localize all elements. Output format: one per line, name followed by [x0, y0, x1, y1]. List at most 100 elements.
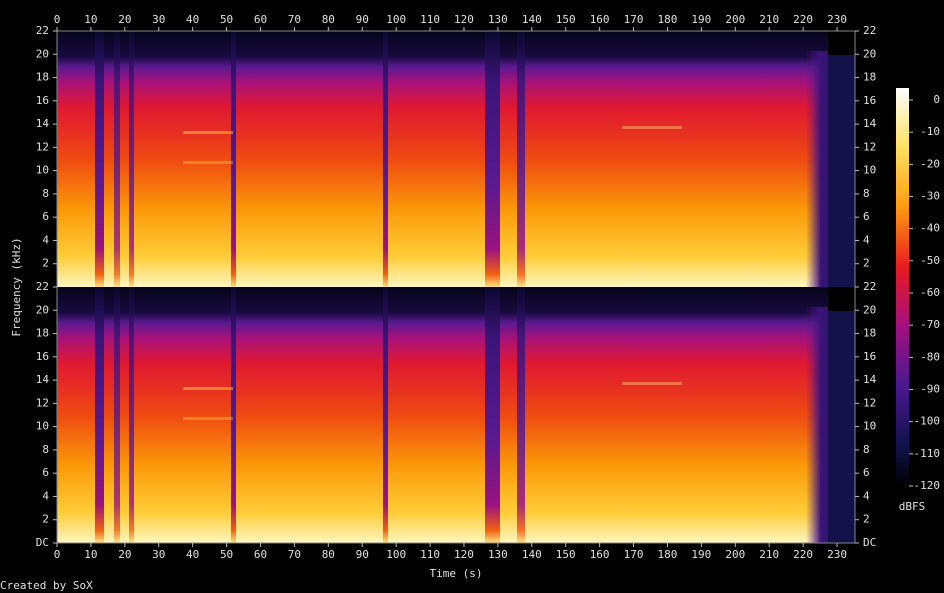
y-tick-label: 20	[36, 303, 49, 316]
y-tick-label: 14	[36, 117, 50, 130]
y-tick-label-right: 10	[863, 420, 876, 433]
y-tick-label: 6	[42, 210, 49, 223]
y-tick-label-right: 8	[863, 443, 870, 456]
y-tick-label: 18	[36, 71, 49, 84]
y-tick-label-right: 20	[863, 303, 876, 316]
x-tick-label-top: 210	[759, 13, 779, 26]
x-tick-label-top: 30	[152, 13, 165, 26]
y-tick-label: 16	[36, 350, 49, 363]
x-tick-label: 190	[691, 548, 711, 561]
y-tick-label: 8	[42, 443, 49, 456]
colorbar-tick-label: -80	[920, 350, 940, 363]
x-tick-label-top: 190	[691, 13, 711, 26]
x-tick-label: 150	[556, 548, 576, 561]
y-tick-label: 22	[36, 24, 49, 37]
y-tick-label-right: 20	[863, 47, 876, 60]
y-tick-label-right: 22	[863, 24, 876, 37]
x-tick-label: 60	[254, 548, 267, 561]
y-tick-label-right: 22	[863, 280, 876, 293]
colorbar-tick-label: -120	[914, 479, 941, 492]
y-tick-label: 4	[42, 489, 49, 502]
y-tick-label-right: 4	[863, 489, 870, 502]
colorbar	[896, 88, 909, 486]
x-tick-label-top: 10	[84, 13, 97, 26]
colorbar-tick-label: -40	[920, 222, 940, 235]
y-tick-label: 2	[42, 513, 49, 526]
x-tick-label: 90	[356, 548, 369, 561]
colorbar-tick-label: -30	[920, 190, 940, 203]
colorbar-tick-label: -110	[914, 447, 941, 460]
y-tick-label-right: 2	[863, 257, 870, 270]
colorbar-tick-label: -70	[920, 318, 940, 331]
y-tick-label: 6	[42, 466, 49, 479]
y-tick-label-right: DC	[863, 536, 876, 549]
x-tick-label: 70	[288, 548, 301, 561]
y-tick-label-right: 14	[863, 373, 877, 386]
y-tick-label: 10	[36, 420, 49, 433]
x-tick-label-top: 170	[624, 13, 644, 26]
x-tick-label-top: 140	[522, 13, 542, 26]
y-tick-label: 2	[42, 257, 49, 270]
x-tick-label: 220	[793, 548, 813, 561]
colorbar-tick-label: -50	[920, 254, 940, 267]
y-tick-label-right: 12	[863, 396, 876, 409]
y-tick-label-right: 6	[863, 466, 870, 479]
y-tick-label-right: 18	[863, 71, 876, 84]
x-tick-label: 140	[522, 548, 542, 561]
x-tick-label: 170	[624, 548, 644, 561]
y-tick-label: 18	[36, 327, 49, 340]
y-tick-label-right: 12	[863, 140, 876, 153]
x-tick-label: 200	[725, 548, 745, 561]
y-tick-label-right: 4	[863, 233, 870, 246]
x-tick-label-top: 100	[386, 13, 406, 26]
x-tick-label: 180	[658, 548, 678, 561]
colorbar-tick-label: -20	[920, 157, 940, 170]
x-tick-label-top: 60	[254, 13, 267, 26]
y-tick-label: 20	[36, 47, 49, 60]
x-tick-label-top: 40	[186, 13, 199, 26]
y-tick-label: 12	[36, 140, 49, 153]
y-tick-label: 16	[36, 94, 49, 107]
colorbar-tick-label: -100	[914, 415, 941, 428]
x-tick-label-top: 70	[288, 13, 301, 26]
x-tick-label: 160	[590, 548, 610, 561]
y-tick-label: 22	[36, 280, 49, 293]
colorbar-tick-label: -90	[920, 383, 940, 396]
x-tick-label-top: 180	[658, 13, 678, 26]
x-tick-label: 40	[186, 548, 199, 561]
x-tick-label: 10	[84, 548, 97, 561]
colorbar-label: dBFS	[899, 500, 926, 513]
y-tick-label: DC	[36, 536, 49, 549]
x-tick-label-top: 200	[725, 13, 745, 26]
y-tick-label: 8	[42, 187, 49, 200]
credit: Created by SoX	[0, 579, 93, 592]
x-tick-label: 230	[827, 548, 847, 561]
x-tick-label: 130	[488, 548, 508, 561]
y-tick-label-right: 6	[863, 210, 870, 223]
x-tick-label-top: 90	[356, 13, 369, 26]
x-tick-label-top: 20	[118, 13, 131, 26]
spectrogram-top	[57, 31, 855, 287]
x-tick-label-top: 120	[454, 13, 474, 26]
y-tick-label: 12	[36, 396, 49, 409]
x-tick-label: 20	[118, 548, 131, 561]
x-tick-label-top: 80	[322, 13, 335, 26]
x-tick-label-top: 0	[54, 13, 61, 26]
x-tick-label: 120	[454, 548, 474, 561]
x-tick-label-top: 230	[827, 13, 847, 26]
x-tick-label-top: 110	[420, 13, 440, 26]
colorbar-tick-label: -10	[920, 125, 940, 138]
y-tick-label: 14	[36, 373, 50, 386]
y-tick-label: 4	[42, 233, 49, 246]
x-tick-label-top: 220	[793, 13, 813, 26]
colorbar-tick-label: 0	[933, 93, 940, 106]
x-tick-label: 30	[152, 548, 165, 561]
spectrogram-bottom	[57, 287, 855, 543]
y-tick-label: 10	[36, 164, 49, 177]
x-tick-label-top: 150	[556, 13, 576, 26]
y-tick-label-right: 14	[863, 117, 877, 130]
colorbar-tick-label: -60	[920, 286, 940, 299]
y-tick-label-right: 10	[863, 164, 876, 177]
x-tick-label: 210	[759, 548, 779, 561]
